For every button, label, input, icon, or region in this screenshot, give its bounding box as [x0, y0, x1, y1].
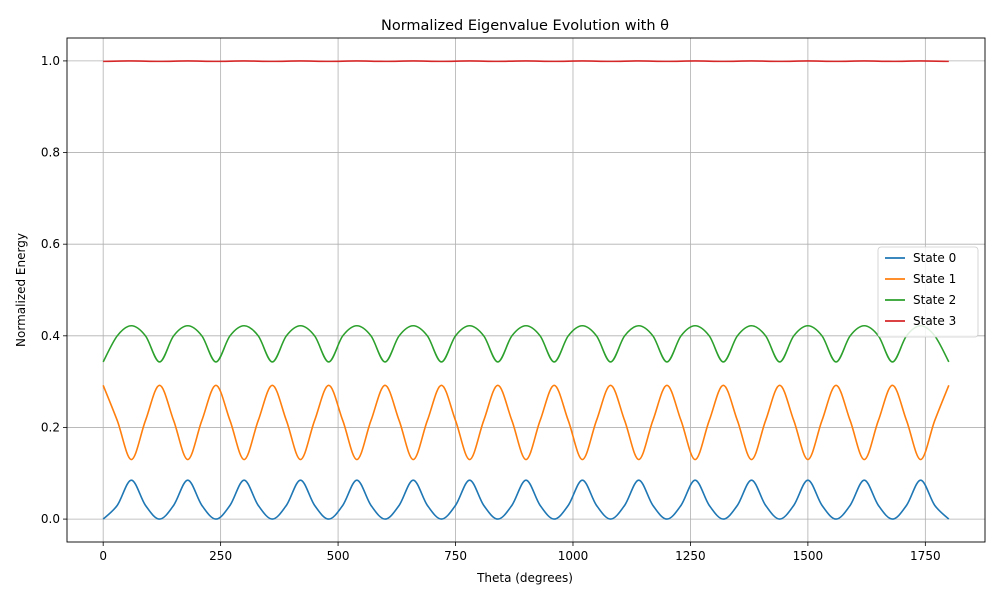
y-tick-label: 0.0 [41, 512, 60, 526]
legend-label: State 3 [913, 314, 956, 328]
series-line-state-1 [102, 384, 950, 461]
legend-box [877, 246, 979, 338]
y-axis-title: Normalized Energy [14, 233, 28, 347]
legend-label: State 0 [913, 251, 956, 265]
x-axis-title: Theta (degrees) [476, 571, 573, 585]
axis-ticks: 0 250 500 750 1000 1250 1500 1750 0.0 0.2 0.4 0.6 0.… [41, 54, 941, 563]
y-tick-label: 0.2 [41, 420, 60, 434]
legend-label: State 1 [913, 272, 956, 286]
y-tick-label: 1.0 [41, 54, 60, 68]
series-layer [102, 60, 950, 520]
x-tick-label: 500 [327, 549, 350, 563]
x-tick-label: 1750 [910, 549, 941, 563]
x-tick-label: 1000 [558, 549, 589, 563]
y-tick-label: 0.8 [41, 146, 60, 160]
chart-title: Normalized Eigenvalue Evolution with θ [381, 18, 669, 34]
plot-frame [66, 37, 986, 543]
x-tick-label: 1250 [675, 549, 706, 563]
x-tick-label: 750 [444, 549, 467, 563]
y-tick-label: 0.6 [41, 237, 60, 251]
series-line-state-0 [102, 479, 950, 520]
legend-label: State 2 [913, 293, 956, 307]
y-tick-label: 0.4 [41, 329, 60, 343]
x-tick-label: 250 [209, 549, 232, 563]
legend: State 0 State 1 State 2 State 3 [877, 246, 979, 338]
x-tick-label: 1500 [793, 549, 824, 563]
series-line-state-2 [102, 324, 950, 363]
x-tick-label: 0 [99, 549, 107, 563]
